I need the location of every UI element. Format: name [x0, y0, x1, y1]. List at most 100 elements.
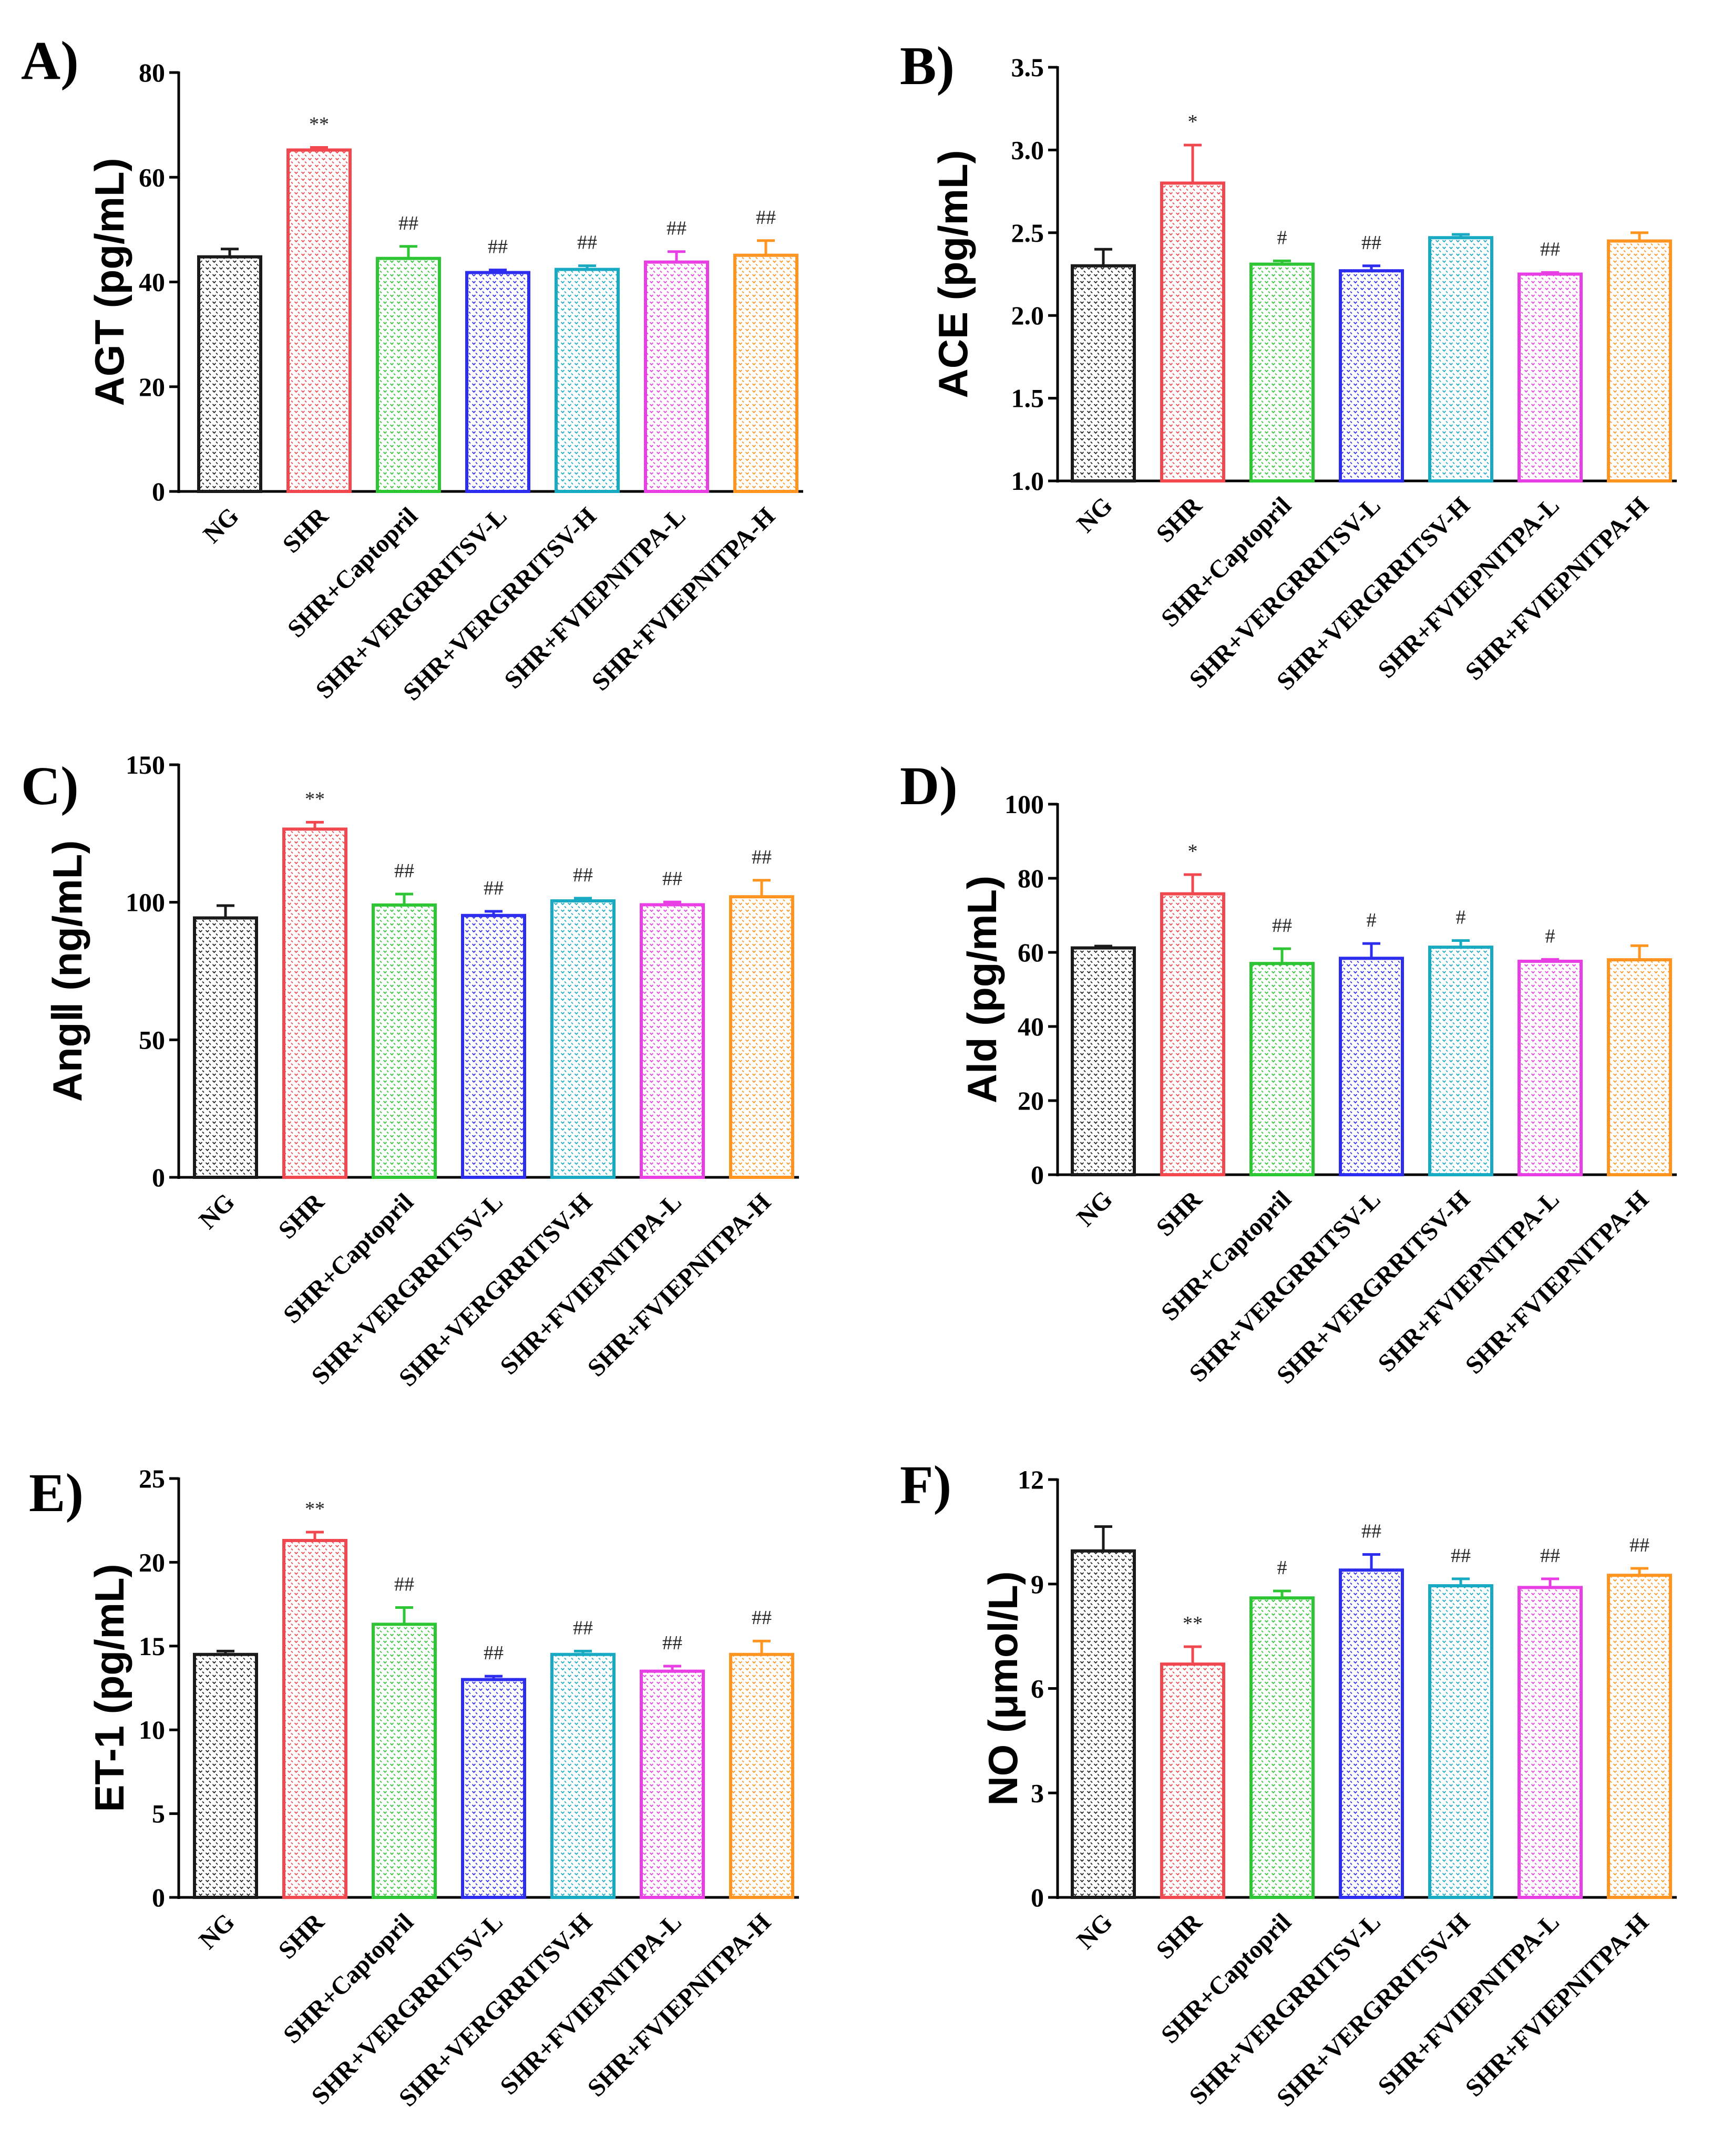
bar-agt-5 — [555, 268, 620, 494]
bar-ald-4 — [1339, 957, 1404, 1177]
y-tick-label: 25 — [139, 1464, 165, 1493]
panel-letter: E) — [29, 1463, 84, 1523]
x-tick-label: SHR — [273, 1907, 330, 1964]
y-tick-label: 9 — [1031, 1569, 1044, 1599]
bar-ald-1 — [1071, 946, 1136, 1177]
x-tick-label: SHR — [1151, 491, 1208, 548]
bar-agt-4 — [465, 271, 530, 493]
x-tick-label: SHR+FVIEPNITPA-L — [495, 1188, 686, 1380]
bar-ace-5 — [1428, 236, 1493, 482]
x-tick-label: NG — [1071, 491, 1118, 538]
x-tick-label: NG — [193, 1188, 240, 1234]
significance-label: ## — [1629, 1534, 1649, 1556]
x-tick-label: NG — [198, 502, 244, 548]
x-tick-label: SHR — [1151, 1907, 1208, 1964]
y-tick-label: 10 — [139, 1715, 165, 1744]
y-tick-label: 6 — [1031, 1674, 1044, 1703]
bar-ace-3 — [1249, 262, 1315, 482]
y-tick-label: 80 — [139, 58, 165, 87]
y-axis-label: ACE (pg/mL) — [930, 150, 976, 398]
x-tick-label: NG — [193, 1908, 240, 1954]
y-tick-label: 80 — [1018, 864, 1044, 893]
bar-ang2-1 — [193, 916, 258, 1179]
significance-label: ## — [752, 846, 772, 868]
bar-et1-6 — [640, 1669, 705, 1900]
panel-letter: B) — [900, 36, 955, 96]
x-tick-label: SHR — [1151, 1185, 1208, 1241]
x-tick-label: SHR — [273, 1187, 330, 1244]
significance-label: ## — [662, 1632, 682, 1654]
bar-ace-4 — [1339, 269, 1404, 482]
significance-label: ## — [488, 236, 508, 258]
bar-et1-7 — [729, 1652, 794, 1899]
y-tick-label: 20 — [139, 372, 165, 402]
y-tick-label: 150 — [126, 750, 165, 779]
bar-ace-7 — [1607, 239, 1672, 482]
bar-agt-1 — [197, 255, 262, 493]
y-tick-label: 0 — [152, 477, 165, 506]
significance-label: ## — [573, 864, 593, 886]
significance-label: ## — [667, 218, 686, 240]
y-tick-label: 1.0 — [1011, 466, 1044, 496]
y-tick-label: 100 — [1004, 789, 1044, 819]
bar-ace-2 — [1160, 181, 1225, 482]
significance-label: ## — [484, 877, 504, 899]
significance-label: # — [1277, 227, 1287, 249]
bar-et1-3 — [372, 1623, 437, 1899]
x-tick-label: NG — [1071, 1185, 1118, 1231]
y-tick-label: 3.5 — [1011, 53, 1044, 82]
y-axis-label: Ald (pg/mL) — [959, 876, 1005, 1103]
significance-label: # — [1367, 909, 1377, 931]
significance-label: ## — [484, 1642, 504, 1664]
significance-label: ## — [1540, 238, 1560, 260]
significance-label: * — [1188, 111, 1198, 133]
y-tick-label: 20 — [139, 1547, 165, 1577]
x-tick-label: SHR+FVIEPNITPA-H — [587, 502, 781, 696]
bar-ald-7 — [1607, 958, 1672, 1176]
bar-ald-6 — [1518, 959, 1583, 1177]
x-tick-label: SHR+FVIEPNITPA-L — [495, 1908, 686, 2100]
bar-agt-7 — [733, 253, 798, 493]
bar-agt-2 — [286, 148, 352, 493]
bar-ace-6 — [1518, 272, 1583, 482]
panel-letter: A) — [21, 30, 79, 91]
significance-label: ** — [1183, 1613, 1203, 1635]
significance-label: ## — [577, 232, 597, 254]
x-tick-label: SHR+FVIEPNITPA-L — [1372, 491, 1564, 683]
bar-agt-3 — [376, 256, 441, 493]
x-tick-label: SHR+FVIEPNITPA-L — [1372, 1185, 1564, 1377]
bar-ang2-7 — [729, 895, 794, 1179]
bar-et1-2 — [282, 1538, 347, 1900]
y-tick-label: 2.0 — [1011, 301, 1044, 330]
bar-et1-4 — [461, 1678, 526, 1900]
bar-no-5 — [1428, 1584, 1493, 1899]
bar-no-6 — [1518, 1586, 1583, 1899]
x-tick-label: NG — [1071, 1908, 1118, 1954]
bar-no-4 — [1339, 1568, 1404, 1899]
y-tick-label: 2.5 — [1011, 218, 1044, 248]
significance-label: # — [1545, 925, 1555, 947]
y-axis-label: ET-1 (pg/mL) — [86, 1564, 132, 1812]
bar-ald-3 — [1249, 962, 1315, 1177]
significance-label: # — [1277, 1557, 1287, 1579]
y-axis-label: AGT (pg/mL) — [86, 158, 132, 406]
y-tick-label: 3 — [1031, 1778, 1044, 1808]
x-tick-label: SHR+FVIEPNITPA-H — [1460, 491, 1654, 685]
significance-label: ## — [394, 1573, 414, 1595]
x-tick-label: SHR+FVIEPNITPA-H — [1460, 1185, 1654, 1379]
y-tick-label: 0 — [1031, 1883, 1044, 1912]
y-tick-label: 40 — [139, 268, 165, 297]
significance-label: ## — [1361, 1520, 1381, 1542]
y-axis-label: AngⅡ (ng/mL) — [44, 840, 90, 1102]
y-tick-label: 12 — [1018, 1465, 1044, 1494]
y-tick-label: 0 — [1031, 1160, 1044, 1189]
y-tick-label: 1.5 — [1011, 384, 1044, 413]
x-tick-label: SHR+FVIEPNITPA-H — [582, 1908, 776, 2102]
bar-ang2-2 — [282, 827, 347, 1179]
panel-letter: F) — [900, 1455, 951, 1515]
y-tick-label: 60 — [1018, 938, 1044, 967]
x-tick-label: SHR — [278, 501, 334, 558]
